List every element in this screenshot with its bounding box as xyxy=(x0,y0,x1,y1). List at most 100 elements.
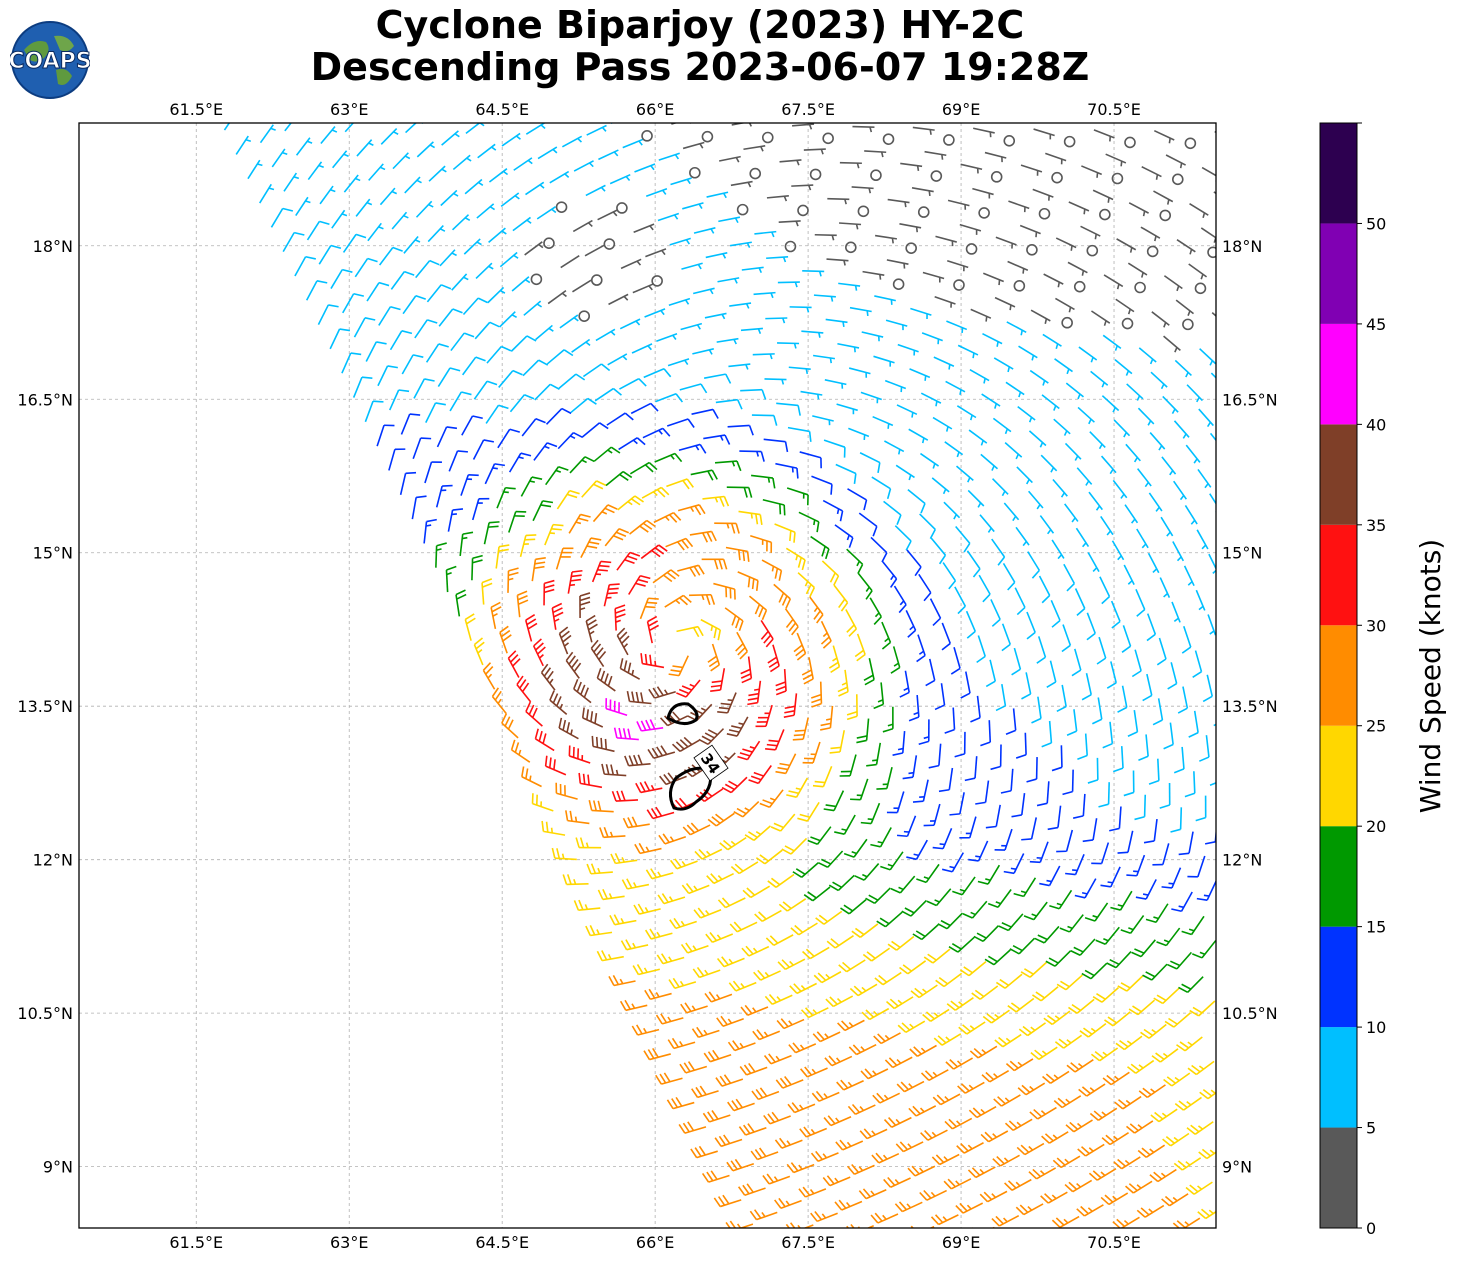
wind-barb xyxy=(704,312,727,320)
wind-barb xyxy=(1055,297,1075,313)
wind-barb xyxy=(1011,647,1022,676)
wind-barb xyxy=(918,719,930,746)
wind-barb xyxy=(691,408,719,419)
wind-barb xyxy=(1013,877,1037,898)
wind-barb xyxy=(568,513,591,534)
wind-barb xyxy=(1174,359,1192,378)
wind-barb xyxy=(743,145,766,152)
wind-barb xyxy=(1194,282,1207,295)
wind-barb xyxy=(1053,1095,1082,1109)
wind-barb xyxy=(597,209,618,221)
wind-barb xyxy=(894,525,912,551)
wind-barb xyxy=(992,1154,1020,1167)
wind-barb xyxy=(870,169,882,182)
wind-barb xyxy=(1102,334,1122,351)
wind-barb xyxy=(416,141,436,158)
wind-barb xyxy=(496,486,516,509)
wind-barbs xyxy=(223,102,1216,1228)
wind-barb xyxy=(1115,1035,1143,1051)
wind-barb xyxy=(725,546,750,562)
wind-barb xyxy=(1214,130,1216,134)
wind-barb xyxy=(652,569,680,584)
wind-barb xyxy=(984,151,1007,163)
wind-barb xyxy=(801,330,824,338)
wind-barb xyxy=(270,207,294,228)
wind-barb xyxy=(1020,164,1043,176)
wind-barb xyxy=(985,659,997,688)
wind-barb xyxy=(437,367,461,388)
wind-barb xyxy=(1165,154,1186,169)
wind-barb xyxy=(872,415,894,429)
wind-barb xyxy=(1137,1144,1166,1158)
wind-barb xyxy=(798,511,820,533)
wind-barb xyxy=(977,864,1001,885)
wind-barb xyxy=(713,582,736,600)
wind-barb xyxy=(917,206,930,218)
wind-barb xyxy=(1028,490,1044,510)
wind-barb xyxy=(400,413,421,435)
wind-barb xyxy=(448,450,468,472)
wind-barb xyxy=(691,1026,720,1039)
wind-barb xyxy=(1186,384,1203,403)
wind-barb xyxy=(774,1137,803,1149)
wind-barb xyxy=(798,1186,827,1198)
wind-barb xyxy=(789,982,817,995)
wind-barb xyxy=(826,935,854,949)
wind-barb xyxy=(556,489,580,510)
wind-barb xyxy=(933,1033,962,1046)
wind-barb xyxy=(507,567,519,593)
wind-barb xyxy=(834,524,854,548)
wind-barb xyxy=(331,209,348,229)
wind-barb xyxy=(676,625,704,638)
wind-barb xyxy=(1127,262,1148,278)
wind-barb xyxy=(930,1214,959,1226)
wind-barb xyxy=(521,766,542,788)
wind-barb xyxy=(978,574,991,603)
wind-barb xyxy=(766,195,789,202)
wind-barb xyxy=(1178,831,1194,856)
wind-barb xyxy=(1051,171,1063,184)
wind-barb xyxy=(259,183,275,204)
wind-barb xyxy=(946,997,974,1011)
wind-barb xyxy=(1040,1191,1068,1204)
wind-barb xyxy=(1188,710,1199,738)
wind-barb xyxy=(982,272,1004,286)
wind-barb xyxy=(682,141,705,150)
wind-barb xyxy=(355,198,373,217)
wind-barb xyxy=(975,780,990,805)
wind-barb xyxy=(1055,237,1077,251)
wind-barb xyxy=(481,578,493,605)
wind-barb xyxy=(1065,1119,1093,1133)
wind-barb xyxy=(473,637,485,666)
wind-barb xyxy=(441,130,460,146)
wind-barb xyxy=(1100,515,1114,536)
wind-barb xyxy=(960,671,971,699)
wind-barb xyxy=(1073,280,1086,293)
wind-barb xyxy=(990,744,1002,771)
wind-barb xyxy=(1077,1143,1105,1157)
wind-barb xyxy=(605,698,628,716)
wind-barb xyxy=(1140,226,1161,242)
wind-barb xyxy=(309,102,325,119)
wind-barb xyxy=(944,441,964,458)
wind-barb xyxy=(644,928,673,940)
wind-barb xyxy=(1101,395,1120,413)
wind-barb xyxy=(941,852,965,873)
wind-barb xyxy=(981,1069,1010,1083)
wind-barb xyxy=(718,216,741,224)
wind-barb xyxy=(740,1004,769,1016)
wind-barb xyxy=(749,167,762,180)
wind-barb xyxy=(655,393,684,403)
wind-barb xyxy=(809,596,824,624)
wind-barb xyxy=(668,655,689,677)
wind-barb xyxy=(1065,853,1085,876)
wind-barb xyxy=(797,801,820,822)
wind-barb xyxy=(886,791,905,814)
wind-barb xyxy=(1174,1096,1202,1111)
wind-barb xyxy=(488,227,507,243)
wind-barb xyxy=(425,402,446,424)
wind-barb xyxy=(1137,407,1155,426)
wind-barb xyxy=(1106,951,1132,969)
wind-barb xyxy=(573,678,592,704)
wind-barb xyxy=(541,820,566,836)
